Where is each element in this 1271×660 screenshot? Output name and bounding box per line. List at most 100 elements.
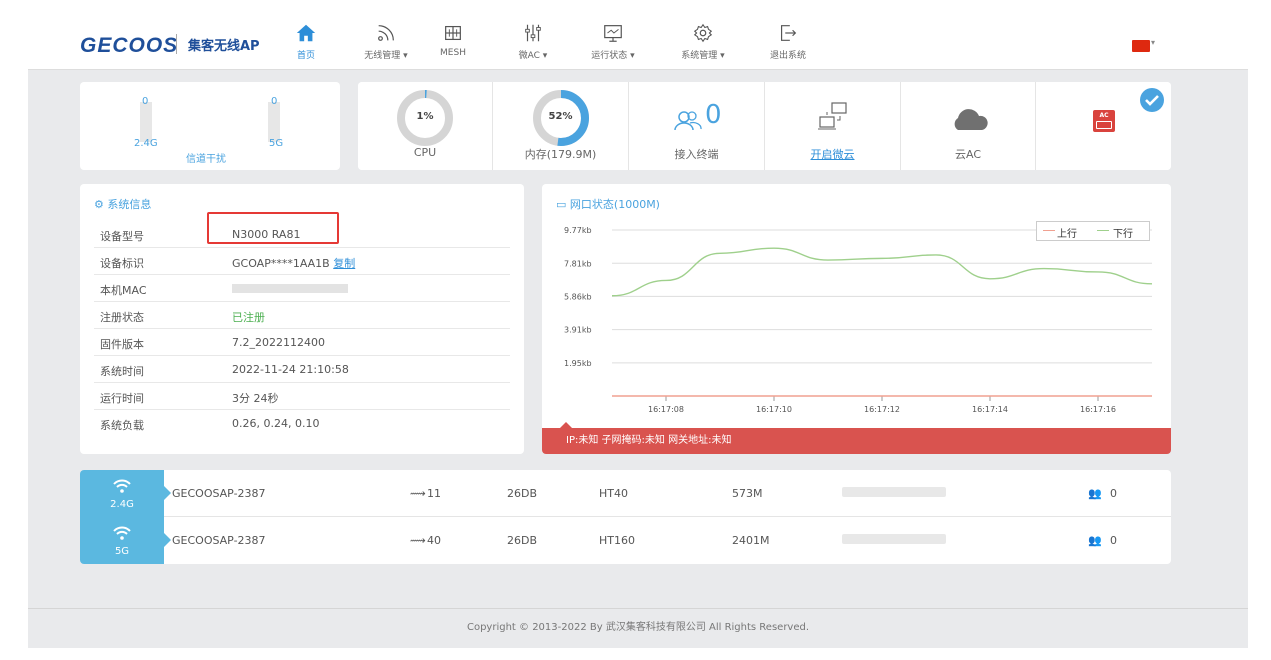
rate: 2401M — [732, 534, 770, 547]
y-tick-label: 9.77kb — [564, 226, 592, 235]
nav-status-label: 运行状态 ▾ — [591, 51, 635, 61]
wifi-badge-5g: 5G — [80, 517, 164, 564]
wifi-icon — [378, 25, 394, 41]
nav-logout[interactable]: 退出系统 — [748, 22, 828, 61]
info-row-firmware: 固件版本 7.2_2022112400 — [94, 329, 510, 356]
clients-count: 0 — [705, 100, 722, 130]
system-load-value: 0.26, 0.24, 0.10 — [232, 417, 320, 430]
wifi-row-2.4g[interactable]: 2.4G GECOOSAP-2387 ⟿ 11 26DB HT40 573M 👥… — [80, 470, 1171, 517]
system-info-title: 系统信息 — [107, 198, 152, 211]
cpu-stat: 1% CPU — [358, 82, 493, 170]
port-status-title: 网口状态(1000M) — [569, 198, 660, 211]
cloud-ac-label: 云AC — [954, 148, 981, 161]
nav-wireless-label: 无线管理 ▾ — [364, 51, 408, 61]
device-id-value: GCOAP****1AA1B 复制 — [232, 257, 356, 270]
nav-mesh-label: MESH — [440, 48, 466, 58]
mesh-icon — [445, 25, 461, 41]
tx-power: 26DB — [507, 534, 538, 547]
info-row-registration: 注册状态 已注册 — [94, 302, 510, 329]
wifi-row-5g[interactable]: 5G GECOOSAP-2387 ⟿ 40 26DB HT160 2401M 👥… — [80, 517, 1171, 564]
cpu-ring — [397, 90, 453, 146]
tx-power: 26DB — [507, 487, 538, 500]
port-icon: ▭ — [556, 198, 567, 211]
system-info-gear-icon: ⚙ — [94, 198, 104, 211]
micro-cloud-stat[interactable]: 开启微云 — [765, 82, 901, 170]
sliders-icon — [525, 24, 541, 42]
nav-mesh[interactable]: MESH — [413, 22, 493, 58]
cpu-percent: 1% — [416, 111, 434, 122]
network-devices-icon — [818, 102, 847, 130]
blurred-value — [842, 487, 946, 497]
ssid: GECOOSAP-2387 — [172, 534, 266, 547]
wifi-signal-icon — [113, 526, 131, 540]
users-icon — [674, 111, 702, 131]
top-navigation-bar: GECOOS 集客无线AP 首页 无线管理 ▾ MESH 微AC ▾ 运行状态 … — [28, 0, 1248, 70]
nav-wireless[interactable]: 无线管理 ▾ — [346, 22, 426, 61]
firmware-value: 7.2_2022112400 — [232, 336, 325, 349]
gear-icon — [693, 23, 713, 43]
home-icon — [296, 24, 316, 42]
registration-status-value: 已注册 — [232, 311, 265, 324]
y-tick-label: 7.81kb — [564, 259, 592, 268]
user-count: 0 — [1110, 534, 1117, 547]
ac-calendar-label: AC — [1099, 112, 1109, 119]
info-key: 设备型号 — [100, 230, 144, 243]
legend-swatch-download — [1097, 230, 1109, 231]
clients-label: 接入终端 — [674, 148, 719, 161]
port-status-card: ▭ 网口状态(1000M) 9.77kb 7.81kb 5.86kb 3.91kb 1.… — [542, 184, 1171, 454]
nav-system[interactable]: 系统管理 ▾ — [663, 22, 743, 61]
memory-ring — [533, 90, 589, 146]
system-info-card: ⚙ 系统信息 设备型号 N3000 RA81 设备标识 GCOAP****1AA1B… — [80, 184, 524, 454]
users-icon: 👥 — [1088, 487, 1102, 500]
interference-value-5g: 0 — [271, 96, 278, 107]
clients-stat: 0 接入终端 — [629, 82, 765, 170]
copyright-footer: Copyright © 2013-2022 By 武汉集客科技有限公司 All … — [28, 608, 1248, 648]
interference-band-2.4g: 2.4G — [134, 138, 158, 149]
blurred-value — [842, 534, 946, 544]
memory-percent: 52% — [548, 111, 573, 122]
legend-download: 下行 — [1113, 229, 1133, 240]
band-label: 2.4G — [110, 499, 134, 510]
info-key: 本机MAC — [100, 284, 147, 297]
y-tick-label: 5.86kb — [564, 292, 592, 301]
copy-link[interactable]: 复制 — [333, 257, 356, 270]
channel-icon: ⟿ — [410, 534, 426, 547]
app-frame: GECOOS 集客无线AP 首页 无线管理 ▾ MESH 微AC ▾ 运行状态 … — [28, 0, 1248, 648]
interference-band-5g: 5G — [269, 138, 284, 149]
info-key: 设备标识 — [100, 257, 144, 270]
info-row-load: 系统负载 0.26, 0.24, 0.10 — [94, 410, 510, 437]
chart-legend: 上行 下行 — [1036, 221, 1150, 241]
nav-status[interactable]: 运行状态 ▾ — [573, 22, 653, 61]
band-label: 5G — [114, 546, 130, 557]
channel: 40 — [427, 534, 441, 547]
gecoos-logo: GECOOS — [80, 34, 179, 57]
y-tick-label: 3.91kb — [564, 326, 592, 335]
monitor-icon — [604, 25, 622, 42]
nav-system-label: 系统管理 ▾ — [681, 51, 725, 61]
traffic-chart: 9.77kb 7.81kb 5.86kb 3.91kb 1.95kb 16:17:08 16… — [564, 226, 1153, 414]
nav-micro-ac[interactable]: 微AC ▾ — [493, 22, 573, 61]
nav-home-label: 首页 — [296, 51, 315, 61]
x-tick-label: 16:17:16 — [1080, 405, 1116, 414]
info-row-uptime: 运行时间 3分 24秒 — [94, 383, 510, 410]
nav-home[interactable]: 首页 — [266, 22, 346, 61]
info-key: 系统时间 — [100, 365, 144, 378]
logo-divider — [176, 34, 177, 54]
info-row-id: 设备标识 GCOAP****1AA1B 复制 — [94, 248, 510, 275]
bandwidth: HT160 — [599, 534, 635, 547]
language-flag-icon[interactable] — [1132, 40, 1150, 52]
language-caret-icon[interactable]: ▾ — [1151, 38, 1156, 47]
legend-swatch-upload — [1043, 230, 1055, 231]
x-tick-label: 16:17:08 — [648, 405, 684, 414]
bandwidth: HT40 — [599, 487, 628, 500]
open-micro-cloud-link[interactable]: 开启微云 — [810, 148, 855, 161]
channel-interference-card: 0 0 2.4G 5G 信道干扰 — [80, 82, 340, 170]
memory-label: 内存(179.9M) — [524, 148, 597, 161]
port-ip-footer: IP:未知 子网掩码:未知 网关地址:未知 — [542, 428, 1171, 454]
interference-bar-2.4g — [140, 102, 152, 142]
user-count: 0 — [1110, 487, 1117, 500]
cpu-label: CPU — [413, 146, 437, 159]
check-badge-icon — [1140, 88, 1164, 112]
users-icon: 👥 — [1088, 534, 1102, 547]
x-tick-label: 16:17:10 — [756, 405, 792, 414]
